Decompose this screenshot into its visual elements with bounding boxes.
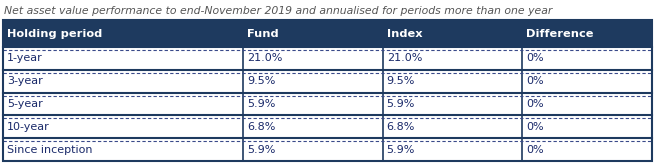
Bar — [3, 70, 652, 93]
Text: 21.0%: 21.0% — [247, 53, 282, 63]
Text: 6.8%: 6.8% — [247, 122, 276, 132]
Text: 0%: 0% — [526, 99, 544, 109]
Text: 0%: 0% — [526, 76, 544, 86]
Text: 0%: 0% — [526, 145, 544, 155]
Text: Holding period: Holding period — [7, 29, 102, 38]
Bar — [3, 20, 652, 47]
Text: 21.0%: 21.0% — [386, 53, 422, 63]
Bar — [3, 115, 652, 138]
Text: 9.5%: 9.5% — [247, 76, 276, 86]
Text: 6.8%: 6.8% — [386, 122, 415, 132]
Text: 9.5%: 9.5% — [386, 76, 415, 86]
Text: 5.9%: 5.9% — [386, 99, 415, 109]
Text: 5.9%: 5.9% — [386, 145, 415, 155]
Text: Net asset value performance to end-November 2019 and annualised for periods more: Net asset value performance to end-Novem… — [4, 6, 552, 16]
Text: 0%: 0% — [526, 53, 544, 63]
Bar — [3, 93, 652, 115]
Text: Difference: Difference — [526, 29, 593, 38]
Text: 5.9%: 5.9% — [247, 145, 276, 155]
Bar — [3, 138, 652, 161]
Text: Index: Index — [386, 29, 422, 38]
Text: 1-year: 1-year — [7, 53, 43, 63]
Text: 0%: 0% — [526, 122, 544, 132]
Text: 10-year: 10-year — [7, 122, 50, 132]
Text: 5.9%: 5.9% — [247, 99, 276, 109]
Text: Fund: Fund — [247, 29, 279, 38]
Bar — [3, 20, 652, 161]
Text: Since inception: Since inception — [7, 145, 92, 155]
Text: 3-year: 3-year — [7, 76, 43, 86]
Bar — [3, 47, 652, 70]
Text: 5-year: 5-year — [7, 99, 43, 109]
